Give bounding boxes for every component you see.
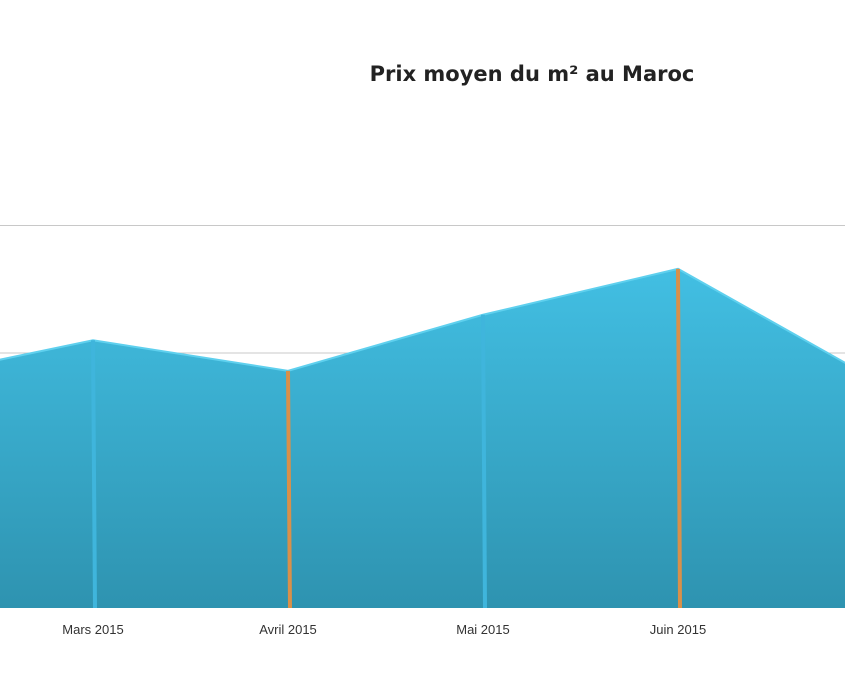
- data-point-marker: [91, 340, 97, 609]
- data-point-marker: [481, 314, 487, 609]
- x-tick-label: Mars 2015: [62, 622, 123, 637]
- data-point-marker: [676, 268, 682, 609]
- data-point-marker: [286, 370, 292, 609]
- x-tick-label: Juin 2015: [650, 622, 706, 637]
- chart-title: Prix moyen du m² au Maroc: [369, 62, 695, 86]
- series-area: [0, 268, 845, 608]
- x-tick-label: Avril 2015: [259, 622, 317, 637]
- series-line: [0, 267, 845, 372]
- x-tick-label: Mai 2015: [456, 622, 509, 637]
